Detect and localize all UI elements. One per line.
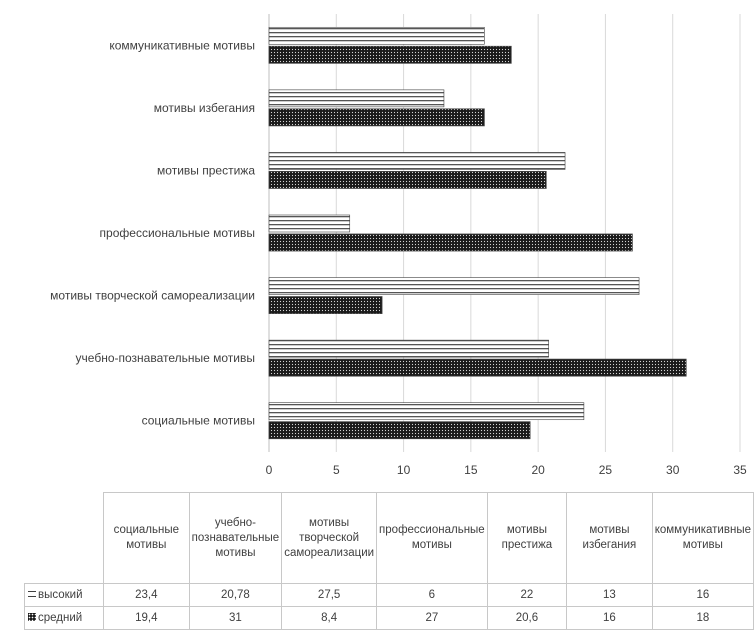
- x-tick-label: 15: [464, 463, 478, 477]
- table-cell: 20,78: [188, 583, 283, 607]
- bar-mid: [268, 358, 687, 377]
- legend-high: высокий: [24, 583, 104, 607]
- table-cell: 20,6: [486, 606, 568, 630]
- category-label: профессиональные мотивы: [100, 226, 255, 240]
- bar-mid: [268, 233, 633, 252]
- x-tick-label: 35: [733, 463, 747, 477]
- gridlines: [268, 14, 741, 452]
- table-cell: 27,5: [281, 583, 378, 607]
- table-header-cell: мотивы престижа: [486, 492, 568, 584]
- legend-key-mid: [28, 613, 36, 622]
- x-tick-label: 5: [333, 463, 340, 477]
- category-label: мотивы избегания: [154, 101, 255, 115]
- bars: [268, 26, 687, 440]
- table-cell: 13: [566, 583, 653, 607]
- bar-mid: [268, 45, 512, 64]
- category-label: учебно-познавательные мотивы: [76, 351, 255, 365]
- bar-mid: [268, 108, 485, 127]
- x-tick-label: 10: [397, 463, 411, 477]
- bar-mid: [268, 296, 383, 314]
- table-cell: 23,4: [102, 583, 190, 607]
- bar-high: [268, 152, 566, 170]
- table-header-cell: социальные мотивы: [102, 492, 190, 584]
- x-tick-label: 0: [266, 463, 273, 477]
- bar-high: [268, 277, 640, 295]
- table-cell: 8,4: [281, 606, 378, 630]
- bar-chart: социальные мотивы учебно-познавательные м…: [50, 14, 747, 477]
- x-tick-label: 20: [531, 463, 545, 477]
- table-cell: 16: [566, 606, 653, 630]
- table-header-row: социальные мотивы учебно-познавательные …: [24, 492, 754, 584]
- category-label: мотивы творческой самореализации: [50, 289, 255, 303]
- category-labels: социальные мотивы учебно-познавательные м…: [50, 38, 255, 427]
- table-row-mid: средний 19,4 31 8,4 27 20,6 16 18: [24, 606, 754, 630]
- table-cell: 31: [188, 606, 283, 630]
- category-label: мотивы престижа: [157, 163, 255, 177]
- legend-label-high: высокий: [38, 588, 83, 601]
- bar-mid: [268, 171, 547, 189]
- bar-high: [268, 214, 351, 233]
- table-corner: [24, 492, 104, 584]
- category-label: коммуникативные мотивы: [109, 38, 255, 52]
- table-cell: 18: [651, 606, 754, 630]
- legend-label-mid: средний: [38, 611, 83, 624]
- table-header-cell: мотивы творческой самореализации: [281, 492, 378, 584]
- bar-mid: [268, 421, 531, 440]
- bar-high: [268, 402, 585, 421]
- table-cell: 22: [486, 583, 568, 607]
- table-header-cell: учебно-познавательные мотивы: [188, 492, 283, 584]
- table-header-cell: мотивы избегания: [566, 492, 653, 584]
- category-label: социальные мотивы: [142, 414, 255, 428]
- x-axis-ticks: 0 5 10 15 20 25 30 35: [266, 463, 747, 477]
- table-cell: 19,4: [102, 606, 190, 630]
- table-cell: 27: [376, 606, 488, 630]
- table-header-cell: коммуникативные мотивы: [651, 492, 754, 584]
- bar-high: [268, 89, 445, 108]
- data-table: социальные мотивы учебно-познавательные …: [24, 492, 754, 630]
- table-row-high: высокий 23,4 20,78 27,5 6 22 13 16: [24, 583, 754, 607]
- table-header-cell: профессиональные мотивы: [376, 492, 488, 584]
- table-cell: 16: [651, 583, 754, 607]
- legend-mid: средний: [24, 606, 104, 630]
- table-cell: 6: [376, 583, 488, 607]
- x-tick-label: 30: [666, 463, 680, 477]
- legend-key-high: [28, 591, 36, 598]
- bar-high: [268, 339, 549, 358]
- bar-high: [268, 26, 485, 45]
- x-tick-label: 25: [599, 463, 613, 477]
